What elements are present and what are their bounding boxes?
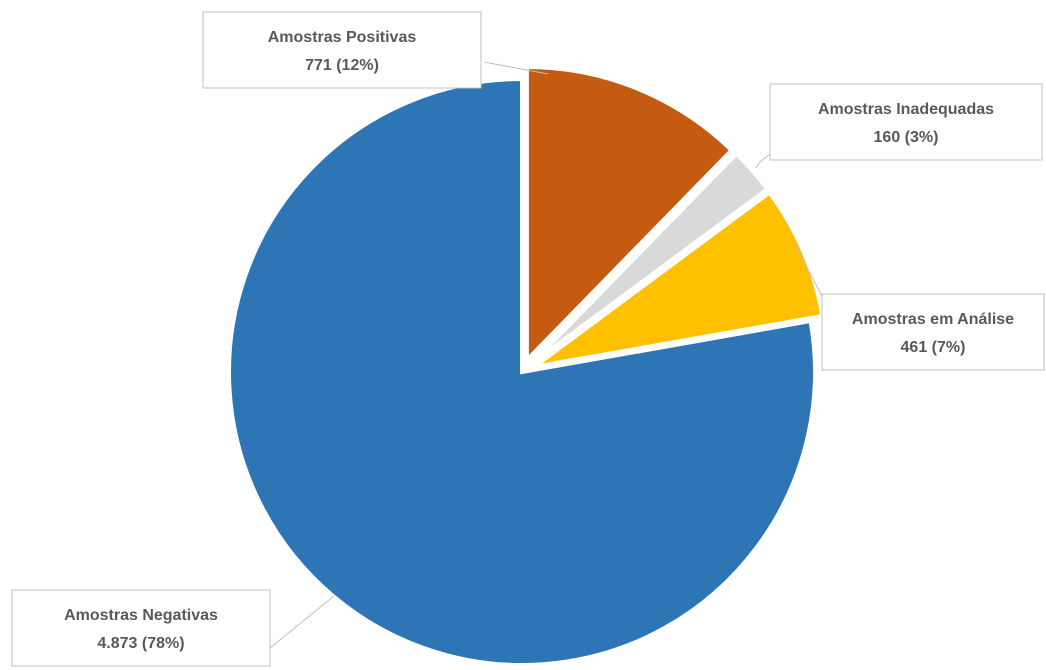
slice-value-label: 4.873 (78%)	[97, 635, 184, 652]
data-label-box	[202, 11, 482, 89]
leader-line	[269, 595, 335, 649]
data-label-box	[11, 589, 271, 667]
slice-value-label: 160 (3%)	[874, 129, 939, 146]
slice-labels: Amostras Positivas 771 (12%) Amostras Inad…	[11, 11, 1045, 667]
slice-name-label: Amostras Positivas	[268, 29, 417, 46]
pie-slice-amostras-inadequadas	[530, 150, 771, 366]
data-label: Amostras em Análise 461 (7%)	[821, 293, 1045, 371]
slice-value-label: 461 (7%)	[901, 339, 966, 356]
leader-line	[483, 61, 549, 75]
slice-name-label: Amostras em Análise	[852, 311, 1014, 328]
data-label-box	[821, 293, 1045, 371]
slice-name-label: Amostras Inadequadas	[818, 101, 994, 118]
slice-name-label: Amostras Negativas	[64, 607, 218, 624]
data-label: Amostras Negativas 4.873 (78%)	[11, 589, 271, 667]
pie-slices	[227, 64, 825, 667]
leader-line	[794, 244, 823, 297]
pie-slice-amostras-positivas	[524, 64, 735, 365]
data-label: Amostras Positivas 771 (12%)	[202, 11, 482, 89]
slice-value-label: 771 (12%)	[305, 57, 379, 74]
data-label-box	[769, 83, 1043, 161]
leader-line	[755, 153, 771, 169]
data-label: Amostras Inadequadas 160 (3%)	[769, 83, 1043, 161]
leader-lines	[269, 61, 823, 649]
